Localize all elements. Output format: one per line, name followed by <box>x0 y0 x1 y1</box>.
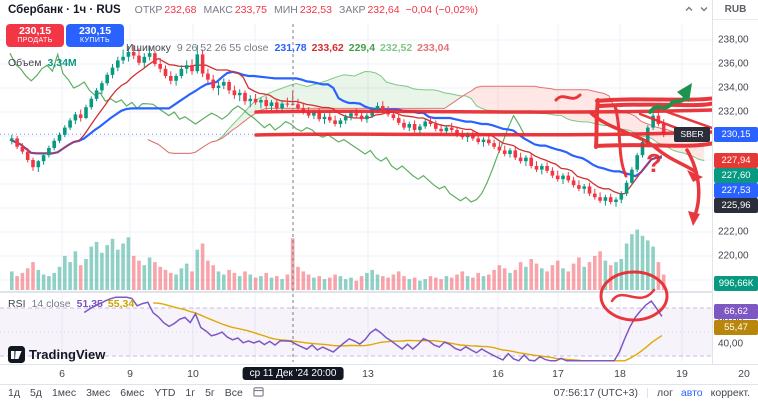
ichimoku-params: 9 26 52 26 55 close <box>176 42 269 54</box>
sell-price: 230,15 <box>18 25 52 37</box>
ichimoku-value: 232,52 <box>380 42 413 54</box>
price-badge: 227,94 <box>714 153 758 168</box>
time-axis-tick: 13 <box>362 368 374 380</box>
svg-text:?: ? <box>646 148 662 178</box>
range-button[interactable]: Все <box>224 387 243 399</box>
range-button[interactable]: 1д <box>8 387 20 399</box>
symbol-price-chip: SBER <box>674 127 710 142</box>
ohlc-item: ЗАКР 232,64 <box>338 4 400 16</box>
time-axis-tick: 17 <box>552 368 564 380</box>
sell-label: ПРОДАТЬ <box>17 37 53 44</box>
time-axis-tick: 6 <box>59 368 65 380</box>
scale-mode-button[interactable]: коррект. <box>710 387 750 399</box>
ichimoku-value: 231,78 <box>274 42 307 54</box>
ichimoku-value: 233,04 <box>417 42 450 54</box>
ohlc-item: МАКС 233,75 <box>203 4 267 16</box>
price-badge: 996,66К <box>714 276 758 291</box>
volume-value: 3,34М <box>47 57 77 69</box>
ohlc-values: ОТКР 232,68 МАКС 233,75 МИН 232,53 ЗАКР 232,64 <box>135 4 400 16</box>
price-axis-label: 236,00 <box>718 58 749 70</box>
ichimoku-values: 231,78 233,62 229,4 232,52 233,04 <box>275 42 450 54</box>
time-axis-tick: 20 <box>738 368 750 380</box>
range-button[interactable]: 3мес <box>86 387 111 399</box>
scale-mode-button[interactable]: лог <box>657 387 673 399</box>
time-axis-tick: 18 <box>614 368 626 380</box>
calendar-icon[interactable] <box>253 386 264 400</box>
sell-button[interactable]: 230,15 ПРОДАТЬ <box>6 24 64 47</box>
rsi-params: 14 close <box>31 298 71 310</box>
kijun-line <box>9 70 662 178</box>
clock[interactable]: 07:56:17 (UTC+3) <box>553 387 638 399</box>
time-axis-tick: 16 <box>492 368 504 380</box>
buy-price: 230,15 <box>78 25 112 37</box>
chevron-down-icon[interactable] <box>699 4 709 14</box>
price-change: −0,04 (−0,02%) <box>405 4 478 16</box>
rsi-value: 55,34 <box>107 298 135 310</box>
rsi-name: RSI <box>8 298 26 310</box>
price-badge: 55,47 <box>714 320 758 335</box>
volume-bars <box>10 229 666 291</box>
range-button[interactable]: 1мес <box>51 387 77 399</box>
range-button[interactable]: 1г <box>185 387 196 399</box>
price-axis-label: 238,00 <box>718 34 749 46</box>
time-axis[interactable]: 691011131617181920 ср 11 Дек '24 20:00 <box>0 364 758 384</box>
range-button[interactable]: YTD <box>154 387 176 399</box>
currency-label[interactable]: RUB <box>713 0 758 20</box>
price-badge: 66,62 <box>714 304 758 319</box>
tradingview-logo[interactable]: TradingView <box>8 346 105 363</box>
price-badge: 230,15 <box>714 127 758 142</box>
ichimoku-value: 229,4 <box>348 42 376 54</box>
ichimoku-legend-row[interactable]: Ишимоку 9 26 52 26 55 close 231,78 233,62… <box>126 42 449 54</box>
trade-widget: 230,15 ПРОДАТЬ 230,15 КУПИТЬ <box>6 24 124 47</box>
ichimoku-value: 233,62 <box>311 42 344 54</box>
range-button[interactable]: 5г <box>205 387 215 399</box>
time-axis-tick: 19 <box>676 368 688 380</box>
divider <box>647 388 648 398</box>
ohlc-item: ОТКР 232,68 <box>134 4 197 16</box>
price-axis-label: 40,00 <box>718 338 744 350</box>
rsi-values: 51,35 55,34 <box>77 298 135 310</box>
chevron-up-icon[interactable] <box>684 4 694 14</box>
volume-name: Объем <box>8 57 42 69</box>
scale-mode-button[interactable]: авто <box>680 387 703 399</box>
price-axis-label: 232,00 <box>718 106 749 118</box>
crosshair-time-badge: ср 11 Дек '24 20:00 <box>242 367 344 380</box>
ohlc-item: МИН 232,53 <box>273 4 332 16</box>
range-button[interactable]: 6мес <box>120 387 145 399</box>
volume-legend-row[interactable]: Объем 3,34М <box>8 57 77 69</box>
symbol-title[interactable]: Сбербанк · 1ч · RUS <box>8 4 121 16</box>
price-badge: 225,96 <box>714 198 758 213</box>
rsi-value: 51,35 <box>76 298 103 310</box>
time-axis-tick: 9 <box>127 368 133 380</box>
date-range-buttons: 1д 5д 1мес 3мес 6мес YTD 1г 5г Все <box>8 386 264 400</box>
ichimoku-name: Ишимоку <box>126 42 171 54</box>
price-axis[interactable]: RUB 238,00236,00234,00232,00224,00222,00… <box>712 0 758 364</box>
tradingview-logo-icon <box>8 346 25 363</box>
bottom-toolbar: 1д 5д 1мес 3мес 6мес YTD 1г 5г Все 07:56:17 (UTC… <box>0 384 758 401</box>
time-axis-tick: 10 <box>187 368 199 380</box>
buy-label: КУПИТЬ <box>80 37 110 44</box>
rsi-line <box>83 296 663 362</box>
price-badge: 227,60 <box>714 168 758 183</box>
rsi-legend-row[interactable]: RSI 14 close 51,35 55,34 <box>8 298 134 310</box>
price-axis-label: 220,00 <box>718 250 749 262</box>
hand-drawn-annotations[interactable]: ? <box>254 83 712 322</box>
scale-modes: лог авто коррект. <box>657 387 750 399</box>
price-badge: 227,53 <box>714 183 758 198</box>
price-axis-label: 234,00 <box>718 82 749 94</box>
tradingview-logo-text: TradingView <box>29 347 106 362</box>
candles-layer <box>10 44 666 207</box>
pane-buttons <box>684 4 709 14</box>
buy-button[interactable]: 230,15 КУПИТЬ <box>66 24 124 47</box>
symbol-legend-row[interactable]: Сбербанк · 1ч · RUS ОТКР 232,68 МАКС 233,75… <box>8 4 478 16</box>
price-axis-label: 222,00 <box>718 226 749 238</box>
range-button[interactable]: 5д <box>29 387 42 399</box>
chart-canvas[interactable]: ? <box>0 0 712 364</box>
toolbar-right: 07:56:17 (UTC+3) лог авто коррект. <box>554 387 750 399</box>
